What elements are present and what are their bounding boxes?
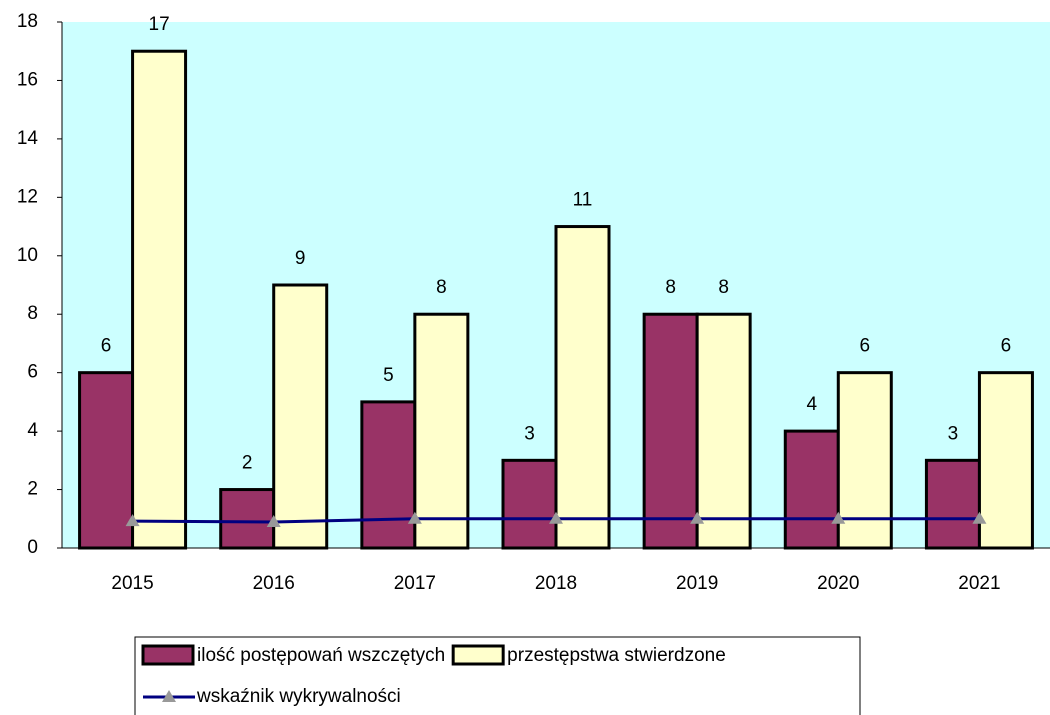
y-tick-label: 16 xyxy=(17,69,38,90)
marker xyxy=(549,511,563,524)
x-tick-label: 2020 xyxy=(817,573,859,594)
value-label: 3 xyxy=(524,423,535,444)
y-tick-label: 18 xyxy=(17,11,38,32)
legend-label: przestępstwa stwierdzone xyxy=(507,645,726,666)
marker xyxy=(407,511,422,524)
marker xyxy=(266,514,281,527)
x-tick-label: 2018 xyxy=(535,573,577,594)
bar xyxy=(977,371,1034,550)
legend-marker xyxy=(162,690,176,702)
bar xyxy=(272,283,329,550)
value-label: 5 xyxy=(383,365,394,386)
bar xyxy=(642,312,699,550)
y-tick-label: 12 xyxy=(17,186,38,207)
legend-label: ilość postępowań wszczętych xyxy=(197,645,445,666)
y-tick-label: 4 xyxy=(27,420,38,441)
value-label: 2 xyxy=(242,453,253,474)
bar xyxy=(78,371,135,550)
value-label: 8 xyxy=(665,277,676,298)
bar xyxy=(783,429,840,550)
x-tick-label: 2016 xyxy=(253,573,295,594)
y-tick-label: 14 xyxy=(17,128,39,149)
value-label: 6 xyxy=(859,336,870,357)
value-label: 11 xyxy=(573,190,593,211)
bar xyxy=(836,371,893,550)
x-tick-label: 2021 xyxy=(958,573,1000,594)
marker xyxy=(125,514,140,527)
value-label: 9 xyxy=(295,248,306,269)
legend-swatch xyxy=(141,644,195,666)
bar xyxy=(695,312,752,550)
x-tick-label: 2019 xyxy=(676,573,718,594)
legend-label: wskaźnik wykrywalności xyxy=(196,686,401,707)
bar xyxy=(413,312,470,550)
value-label: 3 xyxy=(948,423,959,444)
y-tick-label: 10 xyxy=(17,245,38,266)
value-label: 8 xyxy=(436,277,447,298)
marker xyxy=(831,511,846,524)
bar xyxy=(924,458,981,550)
x-tick-label: 2015 xyxy=(111,573,153,594)
bar xyxy=(554,225,611,550)
legend-box xyxy=(134,636,861,715)
value-label: 8 xyxy=(718,277,729,298)
plot-area xyxy=(62,22,1050,550)
value-label: 17 xyxy=(149,14,170,35)
value-label: 4 xyxy=(806,394,817,415)
y-tick-label: 0 xyxy=(27,537,38,558)
y-tick-label: 8 xyxy=(27,303,38,324)
marker xyxy=(972,511,987,524)
y-tick-label: 6 xyxy=(27,362,38,383)
value-label: 6 xyxy=(101,336,112,357)
bar xyxy=(219,488,276,550)
bar xyxy=(131,49,188,550)
y-tick-label: 2 xyxy=(27,479,38,500)
x-tick-label: 2017 xyxy=(394,573,436,594)
bar xyxy=(501,458,558,550)
bar xyxy=(360,400,417,550)
legend-swatch xyxy=(451,644,505,666)
marker xyxy=(690,511,705,524)
value-label: 6 xyxy=(1001,336,1012,357)
